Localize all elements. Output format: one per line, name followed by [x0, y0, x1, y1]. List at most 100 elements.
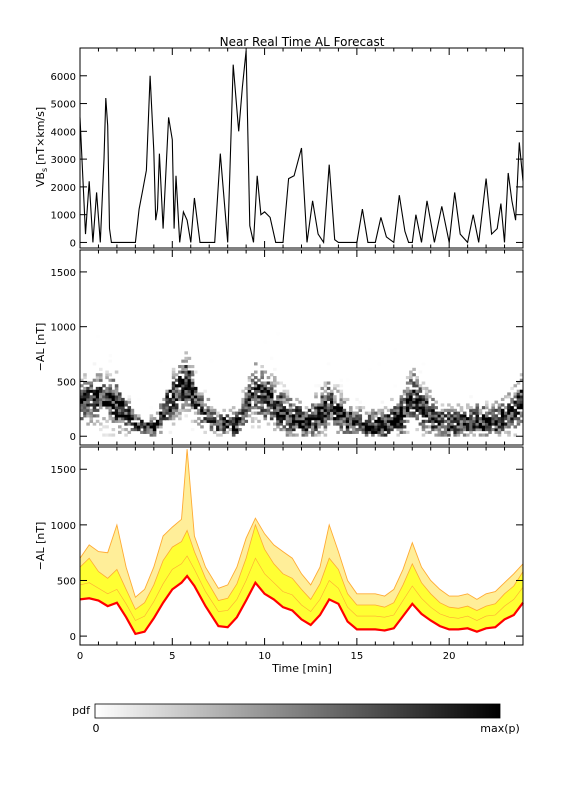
pdf-cell — [516, 406, 521, 410]
pdf-cell — [472, 419, 476, 423]
pdf-cell — [92, 392, 97, 396]
pdf-cell — [121, 406, 125, 410]
pdf-cell — [396, 403, 400, 407]
pdf-cell — [108, 389, 113, 393]
pdf-cell — [349, 411, 353, 415]
pdf-cell — [488, 419, 492, 423]
pdf-cell — [222, 417, 226, 421]
pdf-cell — [317, 403, 321, 407]
pdf-cell — [89, 411, 94, 415]
pdf-cell — [383, 417, 388, 421]
pdf-cell — [367, 411, 372, 415]
pdf-cell — [497, 422, 502, 426]
pdf-cell — [326, 411, 331, 415]
pdf-cell — [235, 428, 239, 432]
pdf-cell — [86, 414, 90, 418]
pdf-cell — [507, 417, 511, 421]
pdf-cell — [171, 414, 176, 418]
pdf-cell — [412, 406, 416, 410]
pdf-cell — [124, 400, 128, 404]
pdf-cell — [421, 362, 426, 366]
pdf-cell — [241, 397, 245, 402]
pdf-cell — [447, 414, 451, 418]
pdf-cell — [330, 408, 334, 412]
pdf-cell — [333, 397, 337, 402]
pdf-cell — [516, 395, 521, 399]
pdf-cell — [162, 411, 166, 415]
pdf-cell — [190, 386, 195, 391]
pdf-cell — [174, 395, 179, 399]
pdf-cell — [225, 419, 230, 423]
pdf-cell — [111, 411, 116, 415]
pdf-cell — [282, 389, 287, 393]
pdf-cell — [440, 425, 445, 429]
pdf-cell — [390, 408, 394, 412]
pdf-cell — [377, 419, 381, 423]
pdf-cell — [472, 296, 476, 300]
pdf-cell — [260, 411, 264, 415]
pdf-cell — [190, 428, 195, 432]
pdf-cell — [494, 419, 499, 423]
pdf-cell — [187, 365, 192, 369]
pdf-cell — [507, 411, 511, 415]
pdf-cell — [80, 378, 84, 382]
pdf-cell — [393, 414, 397, 418]
pdf-cell — [431, 411, 435, 415]
pdf-cell — [345, 397, 350, 402]
pdf-cell — [279, 395, 283, 399]
pdf-cell — [345, 422, 350, 426]
vbs-ytick-label: 1000 — [51, 211, 76, 222]
pdf-cell — [364, 428, 369, 432]
pdf-cell — [383, 433, 388, 437]
pdf-cell — [396, 428, 400, 432]
pdf-cell — [276, 381, 280, 385]
pdf-cell — [266, 386, 271, 391]
pdf-cell — [367, 417, 372, 421]
pdf-cell — [137, 417, 141, 421]
pdf-cell — [187, 397, 192, 402]
pdf-cell — [149, 428, 154, 432]
pdf-cell — [212, 422, 217, 426]
pdf-cell — [352, 425, 356, 429]
pdf-cell — [510, 414, 514, 418]
pdf-cell — [431, 425, 435, 429]
pdf-cell — [181, 359, 185, 363]
pdf-cell — [193, 400, 198, 404]
pdf-cell — [336, 403, 340, 407]
pdf-cell — [418, 384, 423, 388]
pdf-cell — [453, 425, 457, 429]
pdf-cell — [437, 430, 442, 434]
pdf-cell — [295, 411, 299, 415]
pdf-cell — [231, 417, 236, 421]
pdf-cell — [361, 406, 366, 410]
pdf-cell — [339, 397, 344, 402]
pdf-cell — [124, 411, 128, 415]
pdf-cell — [269, 386, 274, 391]
pdf-cell — [317, 430, 321, 434]
pdf-cell — [257, 384, 261, 388]
pdf-cell — [193, 411, 198, 415]
pdf-cell — [203, 417, 207, 421]
pdf-cell — [462, 428, 467, 432]
pdf-cell — [383, 414, 388, 418]
pdf-cell — [469, 411, 473, 415]
pdf-cell — [326, 406, 331, 410]
pdf-cell — [513, 395, 518, 399]
pdf-cell — [415, 378, 419, 382]
pdf-cell — [216, 422, 220, 426]
pdf-cell — [475, 428, 480, 432]
pdf-cell — [193, 370, 198, 374]
pdf-cell — [339, 389, 344, 393]
pdf-cell — [114, 395, 119, 399]
pdf-cell — [516, 419, 521, 423]
pdf-cell — [247, 384, 252, 388]
pdf-cell — [114, 417, 119, 421]
pdf-cell — [314, 422, 318, 426]
pdf-cell — [86, 411, 90, 415]
pdf-cell — [257, 411, 261, 415]
pdf-cell — [244, 397, 249, 402]
pdf-cell — [228, 422, 233, 426]
pdf-cell — [152, 422, 157, 426]
pdf-cell — [197, 408, 201, 412]
al-forecast-ytick-label: 0 — [70, 632, 76, 643]
